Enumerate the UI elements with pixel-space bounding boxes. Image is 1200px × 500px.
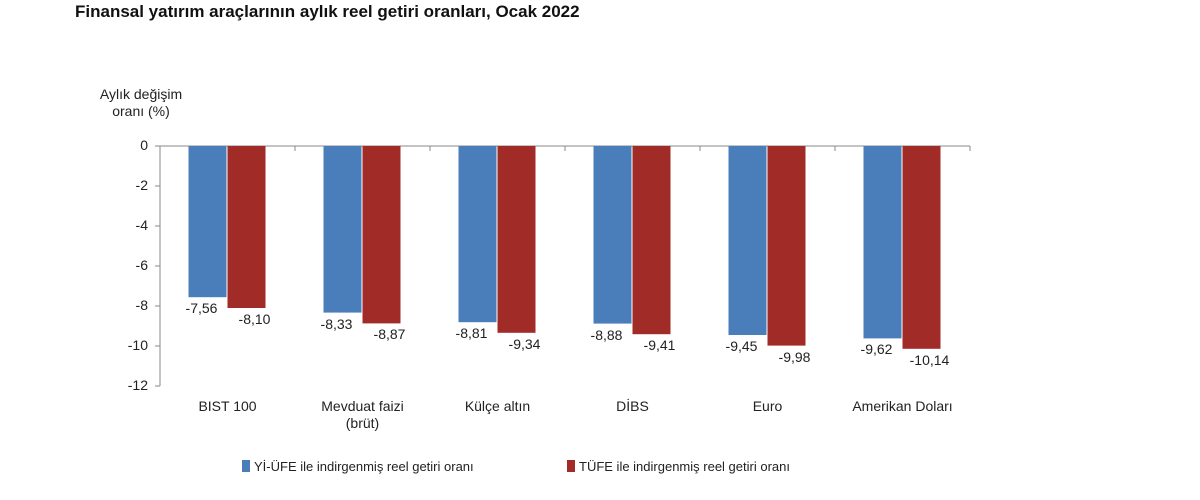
y-tick-label: -8	[135, 297, 148, 313]
value-label: -8,33	[320, 315, 353, 332]
value-label: -10,14	[909, 351, 950, 368]
value-label: -9,98	[778, 348, 811, 365]
x-tick-label: Mevduat faizi (brüt)	[321, 398, 404, 431]
y-axis-label: Aylık değişim oranı (%)	[99, 86, 183, 119]
y-tick-label: -2	[135, 177, 148, 193]
x-tick-label: Euro	[752, 398, 783, 414]
x-tick-label: BIST 100	[198, 398, 257, 414]
x-tick-label: DİBS	[616, 398, 649, 414]
y-tick-label: -4	[135, 217, 148, 233]
legend-swatch	[567, 460, 575, 472]
bar	[902, 146, 941, 349]
value-label: -7,56	[185, 300, 218, 317]
x-tick-label: Külçe altın	[464, 398, 531, 414]
value-label: -8,81	[455, 325, 488, 342]
value-label: -8,88	[590, 326, 623, 343]
value-label: -8,10	[238, 311, 271, 327]
bar	[323, 146, 362, 313]
value-label: -9,34	[508, 335, 541, 352]
bar	[593, 146, 632, 324]
chart-title: Finansal yatırım araçlarının aylık reel …	[75, 2, 580, 21]
value-label: -9,41	[643, 337, 676, 354]
legend-label: Yİ-ÜFE ile indirgenmiş reel getiri oranı	[254, 459, 474, 474]
legend-swatch	[242, 460, 250, 472]
value-label: -9,62	[860, 341, 893, 358]
legend-label: TÜFE ile indirgenmiş reel getiri oranı	[579, 459, 790, 474]
bar	[497, 146, 536, 333]
y-tick-label: -10	[127, 337, 148, 353]
bar	[458, 146, 497, 323]
bar	[728, 146, 767, 335]
value-label: -9,45	[725, 338, 758, 354]
x-tick-label: Amerikan Doları	[852, 398, 953, 414]
y-tick-label: -12	[127, 377, 148, 393]
y-tick-label: -6	[135, 257, 148, 273]
y-tick-label: 0	[140, 137, 148, 153]
bar	[767, 146, 806, 346]
bar	[362, 146, 401, 324]
bar	[188, 146, 227, 298]
value-label: -8,87	[373, 326, 406, 343]
bar	[863, 146, 902, 339]
bar	[632, 146, 671, 335]
bar	[227, 146, 266, 308]
